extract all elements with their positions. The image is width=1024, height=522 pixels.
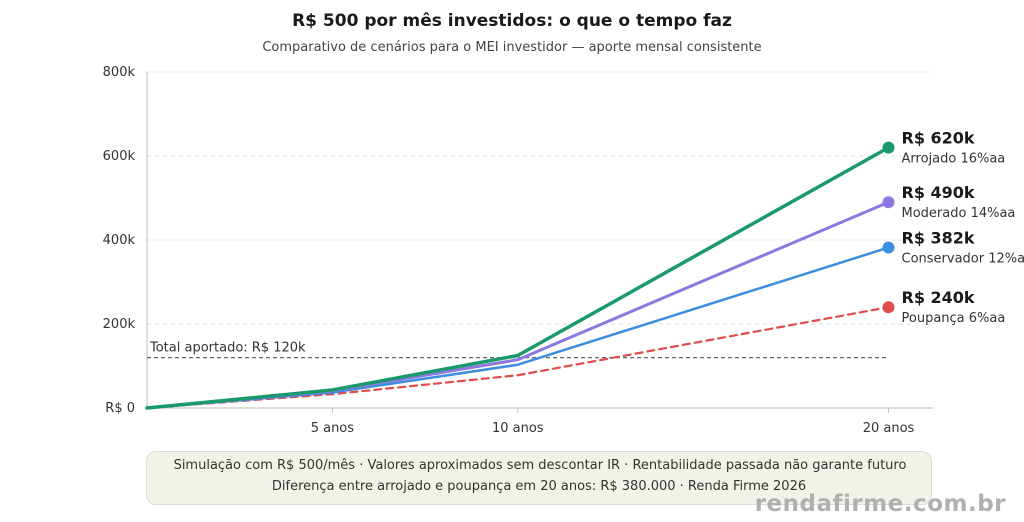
series-end-point [882, 141, 895, 154]
reference-line-label: Total aportado: R$ 120k [149, 341, 306, 356]
footer-line-2: Diferença entre arrojado e poupança em 2… [271, 479, 807, 494]
series-name-label: Moderado 14%aa [902, 206, 1016, 221]
series-end-value: R$ 620k [902, 129, 975, 148]
series-end-point [882, 196, 895, 209]
series-name-label: Conservador 12%aa [902, 252, 1024, 267]
watermark: rendafirme.com.br [754, 491, 1006, 517]
series-name-label: Arrojado 16%aa [902, 152, 1006, 167]
series-end-value: R$ 490k [902, 183, 975, 202]
y-tick-label: 200k [103, 317, 136, 332]
y-tick-label: 600k [103, 149, 136, 164]
reference-line: Total aportado: R$ 120k [147, 341, 889, 359]
y-tick-label: 800k [103, 65, 136, 80]
x-tick-label: 10 anos [492, 421, 544, 436]
series-end-point [882, 241, 895, 254]
series-end-value: R$ 382k [902, 229, 975, 248]
series-end-value: R$ 240k [902, 288, 975, 307]
series-group [145, 141, 895, 410]
footer-line-1: Simulação com R$ 500/mês · Valores aprox… [173, 458, 907, 473]
series-line [145, 200, 891, 410]
y-tick-label: 400k [103, 233, 136, 248]
x-tick-label: 20 anos [863, 421, 915, 436]
axes: R$ 0 200k 400k 600k 800k 5 anos 10 anos 20 anos [103, 65, 933, 436]
series-end-point [882, 301, 895, 314]
series-name-label: Poupança 6%aa [902, 311, 1006, 326]
footer-note: Simulação com R$ 500/mês · Valores aprox… [146, 451, 932, 505]
chart-subtitle: Comparativo de cenários para o MEI inves… [262, 40, 761, 55]
end-labels: R$ 620k Arrojado 16%aa R$ 490k Moderado 14%… [902, 129, 1024, 327]
x-tick-label: 5 anos [311, 421, 355, 436]
chart-title: R$ 500 por mês investidos: o que o tempo… [292, 11, 732, 31]
series-line [145, 145, 891, 410]
series-line [145, 306, 890, 410]
y-tick-label: R$ 0 [105, 401, 135, 416]
chart: R$ 500 por mês investidos: o que o tempo… [103, 11, 1024, 436]
grid [147, 71, 933, 325]
